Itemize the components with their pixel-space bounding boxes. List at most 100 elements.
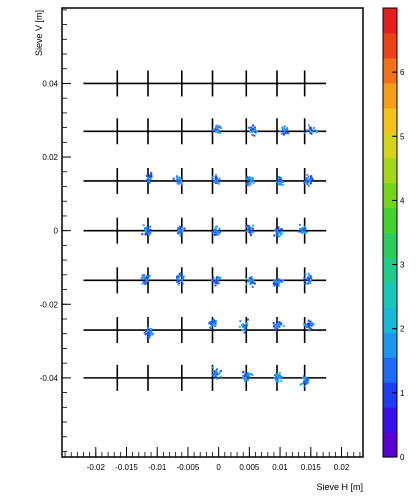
data-point xyxy=(149,176,152,178)
y-tick-label: 0 xyxy=(54,227,59,236)
data-point xyxy=(177,283,180,286)
colorbar-tick-label: 6 xyxy=(400,68,405,77)
data-point xyxy=(143,331,146,334)
data-point xyxy=(216,230,219,233)
colorbar-segment xyxy=(383,8,397,34)
data-point xyxy=(280,376,283,378)
data-point xyxy=(210,326,213,329)
data-point xyxy=(210,327,213,330)
data-point xyxy=(144,179,147,182)
data-point xyxy=(214,129,217,132)
data-point xyxy=(215,174,217,176)
data-point xyxy=(181,229,184,232)
colorbar-segment xyxy=(383,207,397,234)
data-point xyxy=(146,180,149,183)
data-point xyxy=(249,231,252,234)
data-point xyxy=(305,323,308,326)
data-point xyxy=(181,275,184,278)
data-point xyxy=(214,231,217,234)
data-point xyxy=(305,177,308,180)
colorbar-segment xyxy=(383,257,397,283)
data-point xyxy=(215,125,218,128)
data-point xyxy=(253,282,256,285)
data-point xyxy=(216,128,219,131)
data-point xyxy=(306,180,309,183)
data-point xyxy=(248,227,251,230)
data-point xyxy=(215,281,218,284)
data-point xyxy=(310,177,313,180)
data-point xyxy=(281,127,284,130)
data-point xyxy=(303,385,306,388)
x-tick-label: 0 xyxy=(216,463,221,472)
data-point xyxy=(219,276,222,279)
colorbar-segment xyxy=(383,107,397,134)
data-point xyxy=(217,278,220,281)
data-point xyxy=(178,229,181,232)
data-point xyxy=(250,278,253,281)
colorbar-segment xyxy=(383,307,397,333)
data-point xyxy=(280,280,283,283)
data-point xyxy=(151,333,154,336)
data-point xyxy=(177,182,180,185)
data-point xyxy=(308,329,311,332)
data-point xyxy=(245,283,248,286)
data-point xyxy=(175,175,178,178)
data-point xyxy=(248,178,251,181)
data-point xyxy=(275,180,278,183)
data-point xyxy=(217,181,220,184)
data-point xyxy=(179,232,182,235)
data-point xyxy=(250,126,253,129)
data-point xyxy=(277,226,280,229)
data-point xyxy=(303,382,306,385)
data-point xyxy=(298,223,301,226)
data-point xyxy=(250,234,252,237)
data-point xyxy=(216,129,218,132)
data-point xyxy=(146,336,149,339)
data-point xyxy=(218,276,221,279)
data-point xyxy=(310,324,313,327)
data-point xyxy=(280,379,283,382)
data-point xyxy=(253,127,256,130)
data-point xyxy=(278,235,281,238)
data-point xyxy=(245,277,248,280)
data-point xyxy=(247,373,250,376)
data-point xyxy=(246,182,249,184)
colorbar-tick-label: 5 xyxy=(400,132,405,141)
data-point xyxy=(276,179,279,182)
data-point xyxy=(218,179,220,182)
x-tick-label: -0.02 xyxy=(87,463,106,472)
data-point xyxy=(281,232,284,235)
data-point xyxy=(150,327,153,330)
data-point xyxy=(304,381,307,384)
colorbar-segment xyxy=(383,357,397,383)
colorbar-segment xyxy=(383,132,397,159)
colorbar-frame xyxy=(382,7,398,458)
data-point xyxy=(218,227,221,230)
data-point xyxy=(143,277,146,280)
data-point xyxy=(312,323,315,326)
data-point xyxy=(248,229,251,232)
data-point xyxy=(309,178,312,181)
data-point xyxy=(254,126,256,129)
data-point xyxy=(215,225,218,228)
data-point xyxy=(281,126,284,129)
data-point xyxy=(307,378,310,381)
data-point xyxy=(308,274,311,276)
data-point xyxy=(147,229,150,232)
data-point xyxy=(275,328,278,331)
data-point xyxy=(286,128,289,130)
data-point xyxy=(273,234,276,237)
data-point xyxy=(213,322,215,325)
data-point xyxy=(274,376,277,379)
data-point xyxy=(177,177,180,180)
data-point xyxy=(309,129,312,132)
data-point xyxy=(215,229,218,232)
data-point xyxy=(179,227,182,230)
data-point xyxy=(243,327,246,330)
data-point xyxy=(211,176,214,179)
data-point xyxy=(310,323,313,326)
data-point xyxy=(297,230,300,233)
data-point xyxy=(303,375,306,378)
x-axis-label: Sieve H [m] xyxy=(316,482,363,492)
